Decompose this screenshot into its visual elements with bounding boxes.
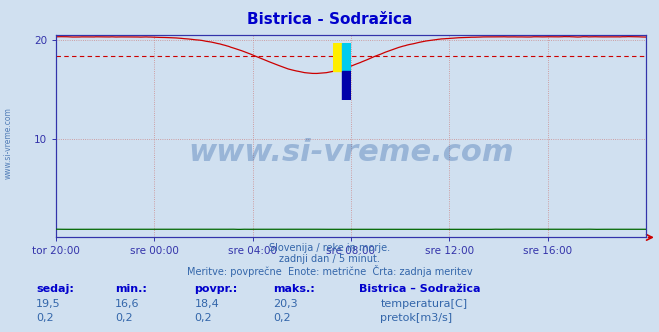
- Bar: [342, 71, 351, 100]
- Text: Meritve: povprečne  Enote: metrične  Črta: zadnja meritev: Meritve: povprečne Enote: metrične Črta:…: [186, 265, 473, 277]
- Text: 19,5: 19,5: [36, 299, 61, 309]
- Text: Bistrica - Sodražica: Bistrica - Sodražica: [247, 12, 412, 27]
- Text: 0,2: 0,2: [115, 313, 133, 323]
- Text: Bistrica – Sodražica: Bistrica – Sodražica: [359, 284, 480, 294]
- Text: povpr.:: povpr.:: [194, 284, 238, 294]
- Bar: [342, 43, 351, 71]
- Text: 20,3: 20,3: [273, 299, 298, 309]
- Text: 0,2: 0,2: [36, 313, 54, 323]
- Text: zadnji dan / 5 minut.: zadnji dan / 5 minut.: [279, 254, 380, 264]
- Text: 0,2: 0,2: [273, 313, 291, 323]
- Text: www.si-vreme.com: www.si-vreme.com: [3, 107, 13, 179]
- Text: www.si-vreme.com: www.si-vreme.com: [188, 138, 514, 167]
- Text: temperatura[C]: temperatura[C]: [380, 299, 467, 309]
- Text: min.:: min.:: [115, 284, 147, 294]
- Text: 0,2: 0,2: [194, 313, 212, 323]
- Text: 18,4: 18,4: [194, 299, 219, 309]
- Text: sedaj:: sedaj:: [36, 284, 74, 294]
- Text: pretok[m3/s]: pretok[m3/s]: [380, 313, 452, 323]
- Text: maks.:: maks.:: [273, 284, 315, 294]
- Text: Slovenija / reke in morje.: Slovenija / reke in morje.: [269, 243, 390, 253]
- Bar: [333, 43, 342, 71]
- Text: 16,6: 16,6: [115, 299, 140, 309]
